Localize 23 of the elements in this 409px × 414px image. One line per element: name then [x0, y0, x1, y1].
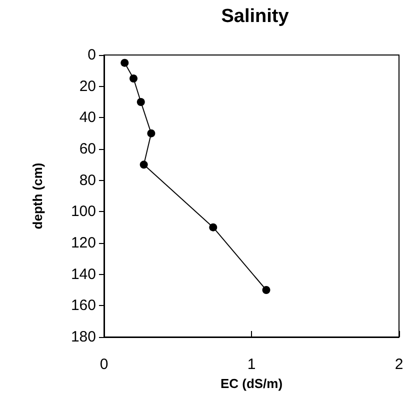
- y-tick-label: 40: [79, 109, 96, 126]
- y-tick-label: 60: [79, 140, 96, 158]
- y-tick-label: 160: [70, 297, 96, 314]
- x-tick-label: 2: [394, 356, 404, 373]
- point: [209, 223, 218, 232]
- x-tick-label: 0: [100, 356, 108, 373]
- chart-title: Salinity: [221, 6, 290, 27]
- x-axis-title: EC (dS/m): [220, 376, 283, 391]
- y-tick-label: 80: [79, 172, 96, 189]
- y-tick-label: 140: [70, 266, 96, 283]
- y-axis-title: depth (cm): [30, 162, 45, 230]
- point: [147, 129, 156, 138]
- point: [136, 98, 145, 106]
- y-tick-label: 120: [70, 234, 96, 252]
- point: [130, 74, 138, 82]
- x-tick-label: 1: [247, 356, 256, 373]
- y-tick-label: 20: [79, 78, 96, 95]
- point: [262, 286, 270, 294]
- y-tick-label: 100: [70, 203, 96, 220]
- point: [120, 58, 129, 67]
- point: [140, 160, 148, 169]
- y-tick-label: 180: [70, 328, 96, 346]
- y-tick-label: 0: [88, 46, 96, 64]
